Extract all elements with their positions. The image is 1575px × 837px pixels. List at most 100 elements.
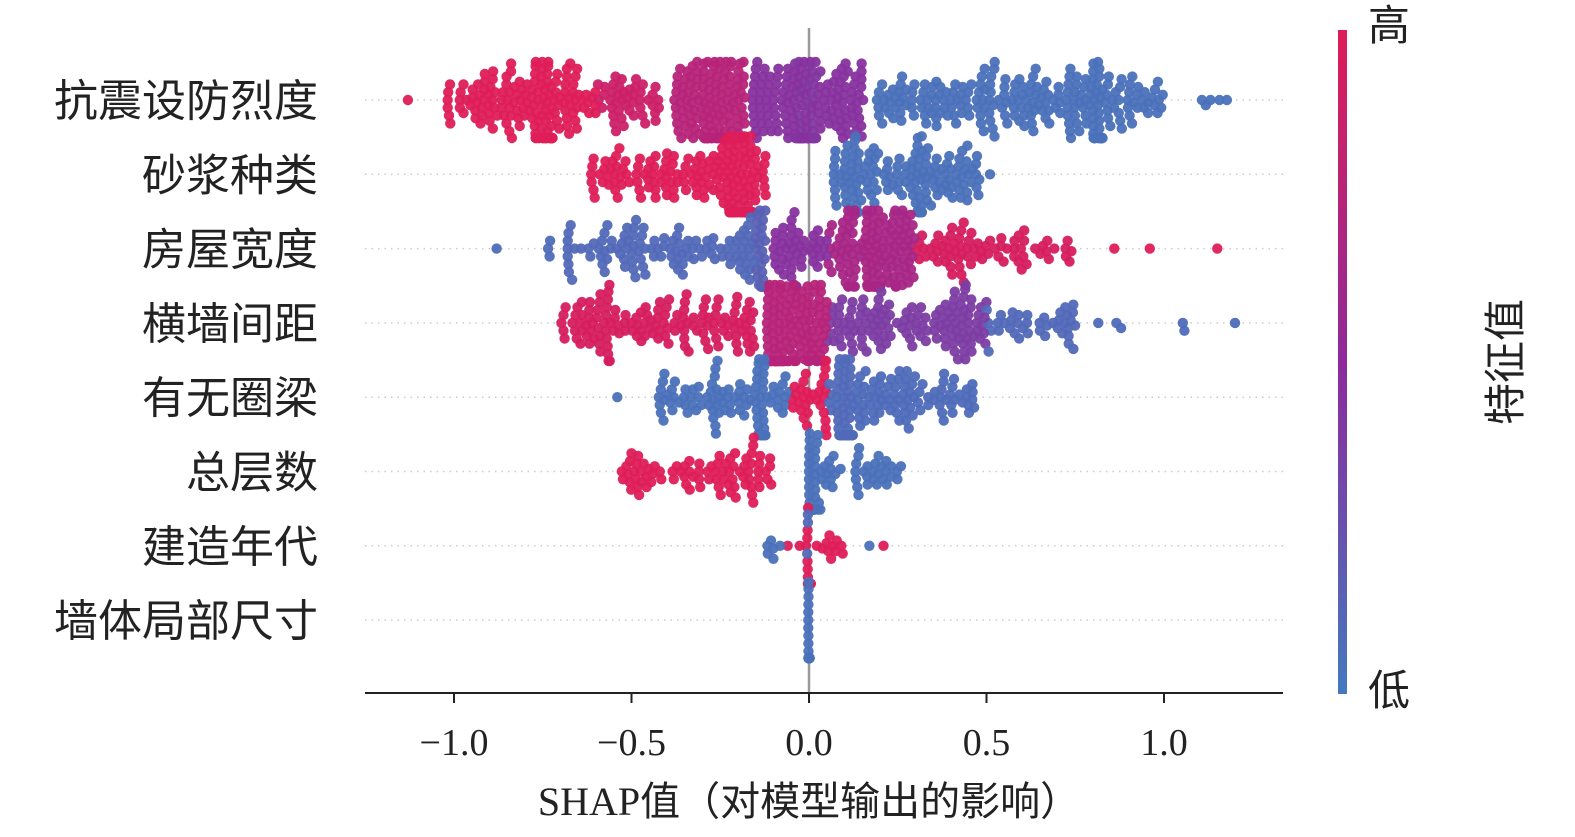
shap-point: [1037, 105, 1048, 116]
shap-point: [915, 174, 927, 185]
shap-point: [709, 371, 720, 382]
shap-point: [690, 235, 702, 246]
shap-point: [1099, 97, 1111, 108]
shap-point: [844, 371, 856, 382]
shap-point: [711, 474, 722, 485]
shap-point: [836, 246, 847, 257]
shap-point: [682, 407, 693, 418]
shap-point: [706, 132, 717, 144]
shap-point: [561, 63, 573, 74]
shap-point: [663, 294, 675, 305]
shap-point: [878, 169, 889, 180]
shap-point: [667, 466, 678, 477]
shap-point: [828, 176, 839, 188]
shap-point: [812, 261, 823, 272]
shap-point: [920, 150, 932, 162]
shap-point: [795, 341, 806, 352]
shap-point: [762, 87, 773, 98]
shap-point: [762, 540, 773, 551]
shap-point: [741, 399, 752, 411]
shap-point: [624, 176, 635, 188]
shap-point: [829, 184, 841, 196]
shap-point: [864, 251, 875, 262]
shap-point: [1071, 71, 1082, 82]
shap-point: [742, 220, 754, 231]
shap-point: [537, 63, 548, 74]
shap-point: [614, 143, 625, 154]
shap-point: [862, 479, 873, 490]
shap-point: [854, 371, 866, 382]
shap-point: [840, 189, 851, 201]
shap-point: [754, 458, 765, 469]
shap-point: [1053, 89, 1064, 101]
shap-point: [878, 330, 889, 342]
shap-point: [669, 94, 680, 106]
shap-point: [972, 102, 983, 114]
shap-point: [903, 423, 914, 434]
shap-point: [847, 296, 858, 308]
shap-point: [730, 243, 741, 254]
shap-point: [713, 294, 724, 305]
shap-point: [768, 553, 779, 564]
shap-point: [659, 163, 670, 175]
shap-point: [1067, 307, 1079, 318]
shap-point: [749, 389, 760, 400]
shap-point: [641, 309, 653, 321]
shap-point: [504, 87, 515, 98]
shap-point: [824, 455, 835, 467]
shap-point: [769, 251, 780, 262]
shap-point: [700, 294, 712, 305]
shap-point: [966, 79, 977, 90]
shap-point: [945, 251, 956, 262]
shap-point: [1097, 132, 1108, 144]
shap-point: [710, 428, 722, 439]
shap-point: [560, 302, 571, 313]
shap-point: [873, 450, 884, 462]
shap-point: [1111, 317, 1122, 329]
shap-point: [795, 63, 806, 74]
shap-point: [789, 381, 800, 392]
shap-point: [609, 312, 621, 323]
shap-point: [1094, 71, 1105, 82]
shap-point: [953, 161, 964, 172]
shap-point: [780, 243, 791, 254]
shap-point: [956, 320, 967, 331]
shap-point: [658, 415, 669, 426]
feature-label: 有无圈梁: [142, 374, 318, 423]
shap-point: [960, 354, 971, 365]
x-tick-label: −0.5: [597, 722, 666, 764]
shap-point: [594, 296, 605, 308]
shap-point: [637, 110, 648, 121]
shap-point: [833, 302, 845, 313]
shap-point: [680, 161, 691, 172]
shap-point: [836, 294, 848, 305]
shap-point: [724, 79, 735, 90]
shap-point: [650, 192, 661, 203]
shap-point: [733, 94, 744, 106]
shap-point: [908, 110, 920, 121]
shap-point: [803, 458, 815, 469]
shap-point: [974, 174, 985, 185]
shap-point: [708, 394, 719, 405]
shap-point: [880, 466, 891, 477]
shap-point: [850, 466, 861, 477]
shap-point: [820, 87, 831, 98]
shap-point: [856, 58, 867, 69]
shap-point: [970, 158, 982, 170]
shap-point: [1007, 307, 1018, 318]
shap-point: [861, 176, 872, 188]
shap-point: [659, 368, 670, 379]
shap-point: [984, 107, 995, 119]
shap-point: [750, 63, 761, 74]
shap-point: [673, 222, 685, 233]
shap-point: [1116, 74, 1127, 85]
shap-point: [640, 269, 651, 280]
shap-point: [787, 243, 799, 254]
shap-point: [954, 261, 965, 272]
shap-point: [770, 235, 781, 246]
shap-point: [603, 355, 614, 367]
shap-point: [811, 355, 822, 367]
shap-point: [715, 489, 726, 501]
shap-point: [777, 379, 788, 390]
shap-point: [1001, 243, 1013, 254]
